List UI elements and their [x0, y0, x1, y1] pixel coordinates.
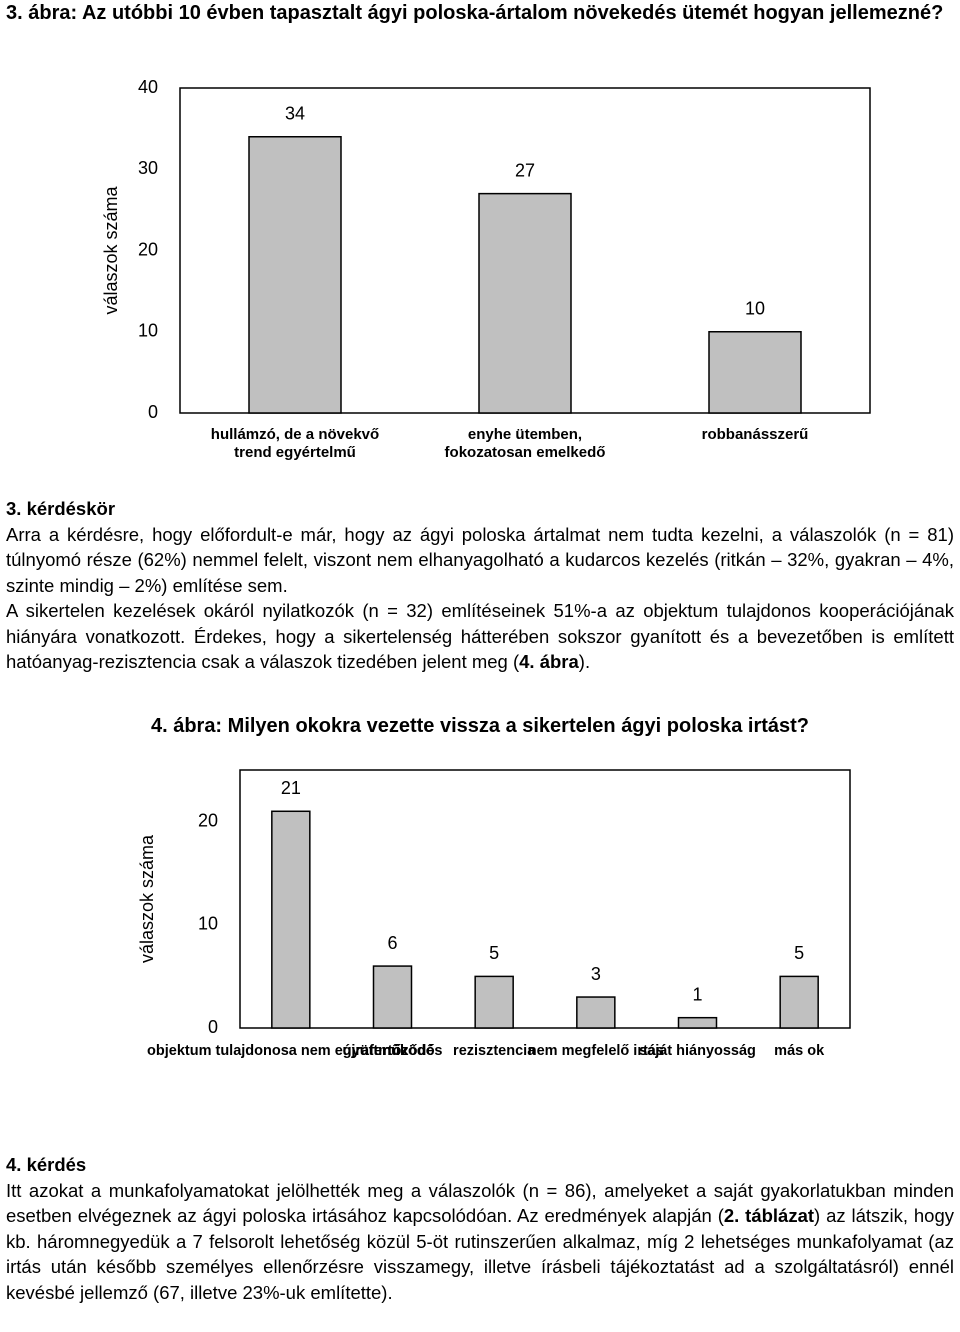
bar: [372, 965, 413, 1029]
x-tick-label: rezisztencia: [453, 1043, 536, 1059]
paragraph: A sikertelen kezelések okáról nyilatkozó…: [6, 600, 954, 672]
chart: válaszok száma 0 10 20 30 40 34 hullámzó, de a …: [101, 77, 871, 461]
data-label: 34: [285, 104, 305, 124]
y-tick-label: 20: [198, 810, 218, 830]
data-label: 3: [591, 964, 601, 984]
data-label: 1: [692, 984, 702, 1004]
figure-title: 4. ábra: Milyen okokra vezette vissza a …: [150, 715, 810, 737]
data-label: 10: [745, 299, 765, 319]
x-tick-label: nem megfelelő irtás: [528, 1043, 664, 1059]
x-tick-label: saját hiányosság: [639, 1043, 756, 1059]
y-axis-label: válaszok száma: [137, 834, 157, 963]
bar: [474, 975, 514, 1029]
bar: [677, 1016, 718, 1029]
data-label: 27: [515, 160, 535, 180]
x-tick-label: újrafertőződés: [343, 1043, 443, 1059]
y-tick-label: 0: [208, 1017, 218, 1037]
bar: [708, 331, 802, 414]
bar: [248, 136, 342, 414]
y-tick-label: 30: [138, 158, 158, 178]
x-tick-label: más ok: [774, 1043, 825, 1059]
y-tick-label: 10: [198, 914, 218, 934]
y-tick-label: 10: [138, 321, 158, 341]
paragraph: Itt azokat a munkafolyamatokat jelölhett…: [6, 1179, 954, 1303]
x-tick-label: hullámzó, de a növekvő: [211, 426, 379, 443]
bar: [271, 810, 311, 1029]
bar: [478, 192, 572, 414]
section: 4. kérdés Itt azokat a munkafolyamatokat…: [6, 1152, 954, 1305]
y-axis-label: válaszok száma: [101, 185, 121, 314]
x-tick-label: trend egyértelmű: [234, 444, 356, 461]
paragraph: Arra a kérdésre, hogy előfordult-e már, …: [6, 523, 954, 596]
data-label: 6: [387, 933, 397, 953]
x-tick-label: objektum tulajdonosa nem együttműködő: [147, 1043, 435, 1059]
x-tick-label: enyhe ütemben,: [468, 426, 582, 443]
data-label: 21: [281, 778, 301, 798]
section: 3. kérdéskör Arra a kérdésre, hogy előfo…: [6, 496, 954, 675]
figure-title: 3. ábra: Az utóbbi 10 évben tapasztalt á…: [6, 2, 944, 24]
x-tick-label: fokozatosan emelkedő: [445, 444, 606, 461]
plot-area: [239, 769, 851, 1029]
data-label: 5: [794, 943, 804, 963]
chart: válaszok száma 0 10 20 21 objektum tulajdonos…: [137, 769, 851, 1059]
x-tick-label: robbanásszerű: [702, 426, 809, 443]
y-tick-label: 0: [148, 402, 158, 422]
heading: 4. kérdés: [6, 1154, 87, 1175]
data-label: 5: [489, 943, 499, 963]
bar: [779, 975, 819, 1029]
bar: [576, 996, 616, 1029]
heading: 3. kérdéskör: [6, 498, 116, 519]
y-tick-label: 40: [138, 77, 158, 97]
y-tick-label: 20: [138, 239, 158, 259]
